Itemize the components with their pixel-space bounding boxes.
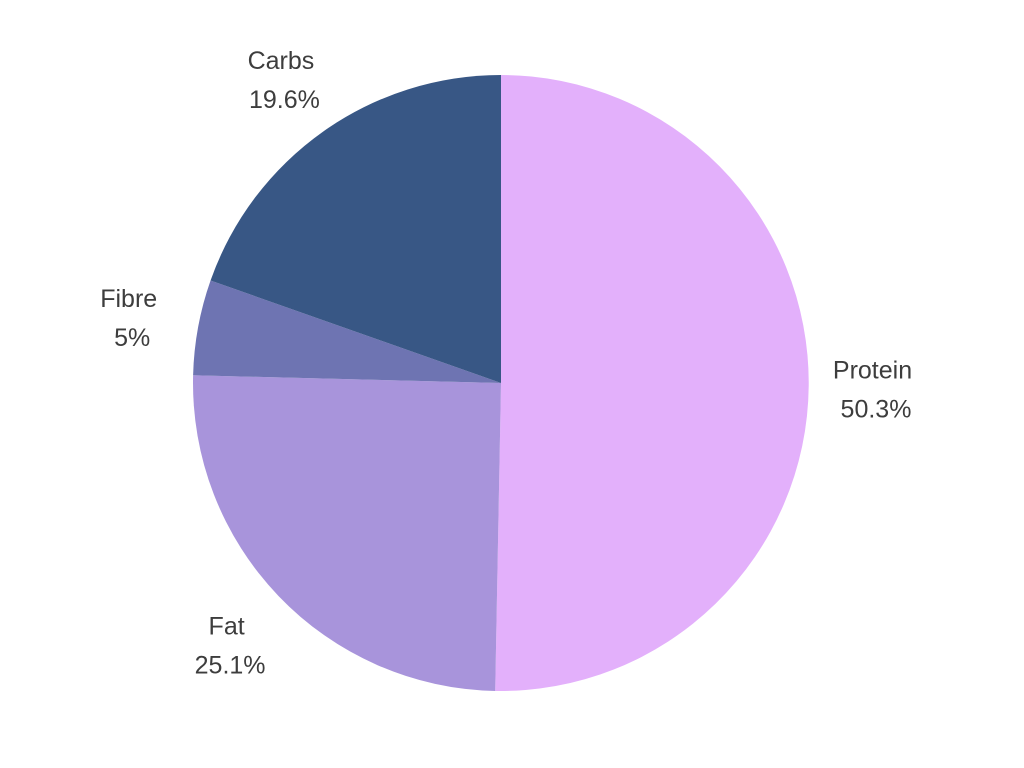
- slice-label-fibre: Fibre 5%: [100, 285, 164, 352]
- slice-label-fat: Fat 25.1%: [195, 612, 266, 679]
- pie-slice-fat: [193, 375, 501, 691]
- slice-percent-fat: 25.1%: [195, 651, 266, 679]
- slice-name-protein: Protein: [833, 357, 912, 385]
- slice-name-fat: Fat: [209, 612, 245, 640]
- slice-label-carbs: Carbs 19.6%: [248, 47, 322, 114]
- pie-slice-carbs: [210, 75, 501, 383]
- slice-label-protein: Protein 50.3%: [833, 357, 919, 424]
- slice-percent-carbs: 19.6%: [249, 86, 320, 114]
- pie-labels: Protein 50.3% Fat 25.1% Fibre 5% Carbs 1…: [100, 47, 919, 679]
- pie-slice-fibre: [193, 280, 501, 383]
- pie-slices: [193, 75, 809, 691]
- slice-percent-fibre: 5%: [114, 324, 150, 352]
- slice-name-carbs: Carbs: [248, 47, 315, 75]
- pie-slice-protein: [495, 75, 809, 691]
- slice-percent-protein: 50.3%: [841, 396, 912, 424]
- slice-name-fibre: Fibre: [100, 285, 157, 313]
